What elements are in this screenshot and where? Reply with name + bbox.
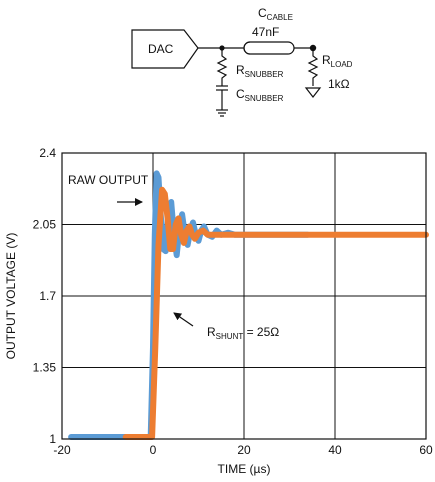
c-cable-symbol: C [258, 6, 267, 20]
r-load-label: RLOAD [322, 53, 353, 69]
x-tick-label: 60 [419, 443, 433, 457]
chart-series [68, 170, 429, 440]
y-tick-labels: 1 1.35 1.7 2.05 2.4 [33, 146, 57, 446]
y-tick-label: 1.7 [39, 289, 56, 303]
raw-output-annotation: RAW OUTPUT [68, 173, 149, 187]
r-snubber-label: RSNUBBER [236, 63, 284, 79]
c-cable-subscript: CABLE [267, 13, 293, 22]
output-voltage-chart: -20 0 20 40 60 1 1.35 1.7 2.05 2.4 TIME (µs) OUT… [4, 146, 433, 476]
x-tick-label: 0 [150, 443, 157, 457]
x-tick-label: -20 [53, 443, 71, 457]
r-shunt-annotation: RSHUNT = 25Ω [207, 325, 279, 341]
x-axis-label: TIME (µs) [218, 462, 271, 476]
r-load-value: 1kΩ [328, 77, 350, 91]
y-tick-label: 1 [49, 432, 56, 446]
load-resistor-symbol [307, 48, 319, 86]
c-snubber-subscript: SNUBBER [245, 94, 284, 103]
c-snubber-symbol: C [236, 87, 245, 101]
series-line-with-shunt [122, 186, 429, 440]
c-snubber-label: CSNUBBER [236, 87, 284, 103]
r-shunt-symbol: R [207, 325, 216, 339]
y-tick-label: 2.05 [33, 218, 57, 232]
y-tick-label: 2.4 [39, 146, 56, 160]
dac-block [131, 29, 199, 69]
r-load-subscript: LOAD [331, 60, 353, 69]
x-tick-labels: -20 0 20 40 60 [53, 443, 433, 457]
c-cable-value: 47nF [252, 25, 279, 39]
c-cable-label: CCABLE [258, 6, 293, 22]
series-line-raw-output [68, 170, 311, 440]
r-snubber-symbol: R [236, 63, 245, 77]
r-shunt-arrow [173, 312, 194, 327]
y-tick-label: 1.35 [33, 361, 57, 375]
snubber-resistor-symbol [216, 48, 228, 86]
r-snubber-subscript: SNUBBER [245, 70, 284, 79]
cable-capacitor-symbol [243, 41, 295, 55]
load-ground-icon [304, 87, 322, 98]
r-load-symbol: R [322, 53, 331, 67]
x-tick-label: 20 [237, 443, 251, 457]
r-shunt-value: = 25Ω [243, 325, 279, 339]
r-shunt-subscript: SHUNT [216, 332, 244, 341]
circuit-schematic [131, 29, 322, 117]
dac-label: DAC [148, 42, 174, 56]
plot-frame [61, 152, 427, 440]
chart-grid [62, 153, 426, 439]
x-tick-label: 40 [328, 443, 342, 457]
y-axis-label: OUTPUT VOLTAGE (V) [4, 233, 18, 360]
